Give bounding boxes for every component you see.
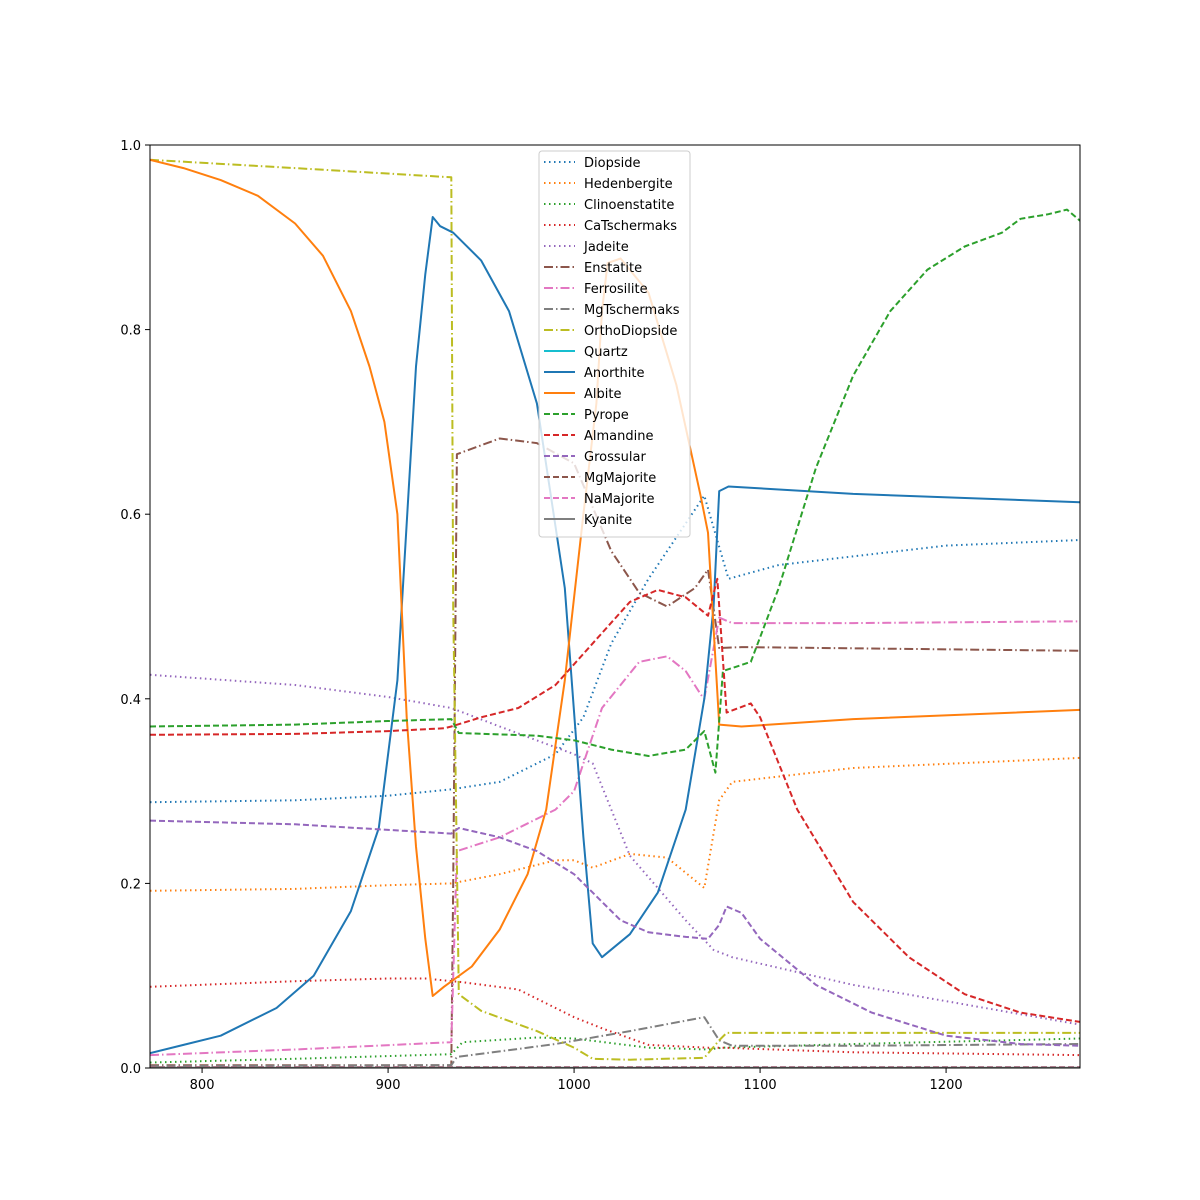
series-line-ferrosilite xyxy=(150,616,1080,1057)
x-tick-label: 1200 xyxy=(930,1078,963,1093)
legend-label-albite: Albite xyxy=(584,387,621,402)
legend-label-mgtschermaks: MgTschermaks xyxy=(584,303,680,318)
series-line-grossular xyxy=(150,819,1080,1047)
y-tick-label: 1.0 xyxy=(120,139,141,154)
x-tick-label: 800 xyxy=(190,1078,215,1093)
axes-layer: 800 900 1000 1100 1200 0.0 0.2 0.4 0.6 0.8 1.0 xyxy=(120,139,1081,1093)
series-line-pyrope xyxy=(150,208,1080,774)
x-tick-label: 1100 xyxy=(744,1078,777,1093)
axes-frame xyxy=(149,144,1081,1069)
y-tick-label: 0.8 xyxy=(120,324,141,339)
legend-label-namajorite: NaMajorite xyxy=(584,492,655,507)
legend: Diopside Hedenbergite Clinoenstatite CaTsch… xyxy=(538,150,691,538)
legend-label-grossular: Grossular xyxy=(584,450,646,465)
legend-label-orthodiopside: OrthoDiopside xyxy=(584,324,677,339)
series-line-orthodiopside xyxy=(150,158,1080,1061)
legend-label-mgmajorite: MgMajorite xyxy=(584,471,656,486)
legend-label-quartz: Quartz xyxy=(584,345,628,360)
legend-box xyxy=(538,150,691,538)
legend-label-diopside: Diopside xyxy=(584,156,640,171)
legend-label-almandine: Almandine xyxy=(584,429,653,444)
legend-label-enstatite: Enstatite xyxy=(584,261,642,276)
x-tick-label: 1000 xyxy=(558,1078,591,1093)
series-line-almandine xyxy=(150,577,1080,1023)
series-line-hedenbergite xyxy=(150,756,1080,892)
x-tick-label: 900 xyxy=(376,1078,401,1093)
legend-label-kyanite: Kyanite xyxy=(584,513,632,528)
legend-label-clinoenstatite: Clinoenstatite xyxy=(584,198,674,213)
series-line-albite xyxy=(150,158,1080,997)
series-line-mgtschermaks xyxy=(150,1016,1080,1068)
legend-label-jadeite: Jadeite xyxy=(583,240,629,255)
legend-label-ferrosilite: Ferrosilite xyxy=(584,282,648,297)
legend-label-hedenbergite: Hedenbergite xyxy=(584,177,673,192)
y-tick-label: 0.0 xyxy=(120,1062,141,1077)
series-line-enstatite xyxy=(150,437,1080,1067)
y-tick-label: 0.6 xyxy=(120,508,141,523)
y-tick-label: 0.4 xyxy=(120,693,141,708)
legend-label-catschermaks: CaTschermaks xyxy=(584,219,677,234)
series-line-anorthite xyxy=(150,216,1080,1055)
series-line-catschermaks xyxy=(150,977,1080,1057)
legend-label-pyrope: Pyrope xyxy=(584,408,629,423)
legend-label-anorthite: Anorthite xyxy=(584,366,644,381)
y-tick-label: 0.2 xyxy=(120,877,141,892)
series-line-jadeite xyxy=(150,673,1080,1026)
